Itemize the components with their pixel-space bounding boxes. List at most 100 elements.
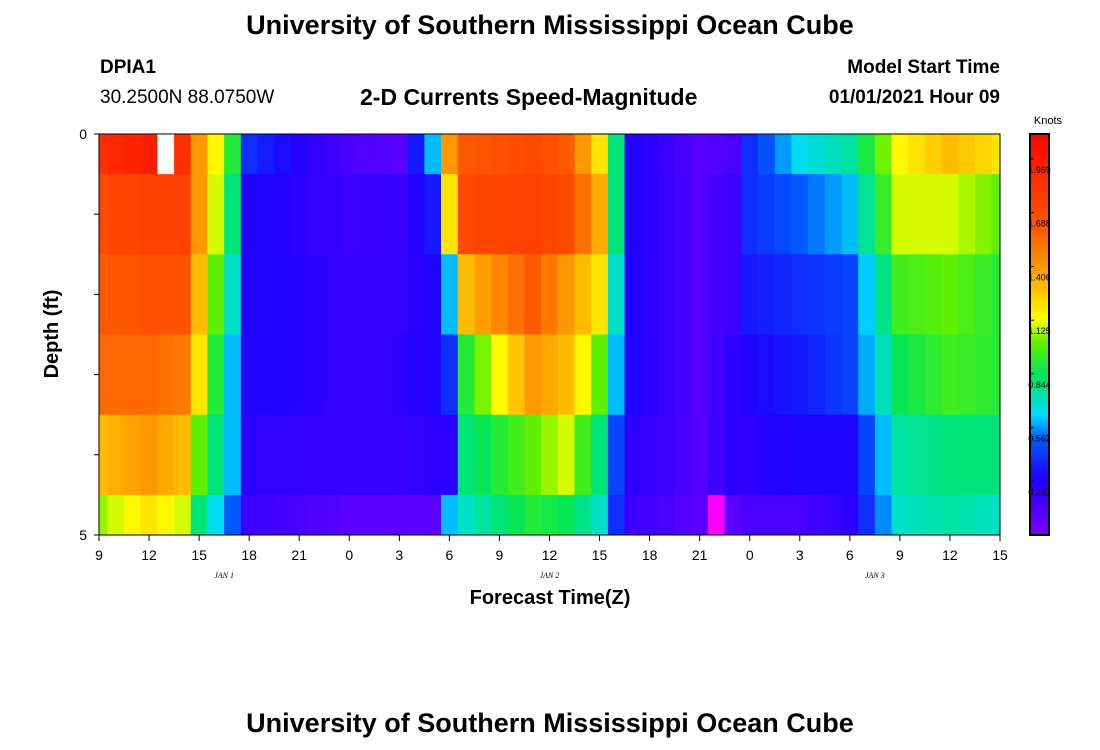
station-coordinates: 30.2500N 88.0750W — [100, 87, 275, 108]
heatmap-cell — [324, 414, 342, 496]
heatmap-cell — [557, 174, 575, 255]
heatmap-cell — [858, 134, 876, 175]
heatmap-cell — [290, 134, 308, 175]
heatmap-cell — [307, 174, 325, 255]
heatmap-cell — [641, 174, 659, 255]
heatmap-cell — [824, 334, 842, 416]
heatmap-cell — [624, 134, 642, 175]
heatmap-cell — [808, 414, 826, 496]
heatmap-cell — [99, 414, 108, 496]
heatmap-cell — [741, 254, 759, 335]
heatmap-cell — [407, 494, 425, 536]
heatmap-cell — [157, 254, 175, 335]
heatmap-cell — [891, 174, 909, 255]
heatmap-cell — [340, 414, 359, 496]
heatmap-cell — [841, 414, 859, 496]
x-tick-label: 6 — [445, 547, 453, 563]
heatmap-cell — [274, 134, 292, 175]
heatmap-cell — [791, 494, 809, 536]
heatmap-cell — [107, 334, 125, 416]
heatmap-cell — [591, 334, 609, 416]
heatmap-cell — [958, 414, 976, 496]
heatmap-cell — [791, 414, 809, 496]
heatmap-cell-masked — [157, 134, 175, 175]
heatmap-cell — [824, 254, 842, 335]
heatmap-cell — [708, 174, 726, 255]
heatmap-cell — [958, 134, 976, 175]
heatmap-cell — [591, 414, 609, 496]
heatmap-cell — [541, 334, 559, 416]
heatmap-cell — [841, 134, 859, 175]
heatmap-cell — [190, 134, 208, 175]
heatmap-cell — [357, 254, 375, 335]
x-tick-label: 0 — [345, 547, 353, 563]
heatmap-cell — [441, 414, 459, 496]
heatmap-cell — [674, 254, 692, 335]
heatmap-cell — [624, 414, 642, 496]
colorbar-tick-label: 1.406 — [1028, 273, 1051, 283]
heatmap-cell — [724, 254, 742, 335]
x-tick-label: 6 — [846, 547, 854, 563]
heatmap-cell — [324, 254, 342, 335]
heatmap-cell — [958, 254, 976, 335]
heatmap-cell — [474, 414, 492, 496]
heatmap-cell — [574, 414, 592, 496]
heatmap-cell — [674, 494, 692, 536]
heatmap-cell — [974, 494, 993, 536]
x-tick-label: 21 — [692, 547, 708, 563]
heatmap-cell — [274, 254, 292, 335]
heatmap-cell — [574, 334, 592, 416]
heatmap-cell — [340, 134, 359, 175]
heatmap-cell — [257, 134, 275, 175]
heatmap-cell — [224, 254, 242, 335]
heatmap-cell — [190, 494, 208, 536]
heatmap-cell — [924, 254, 943, 335]
heatmap-cell — [124, 254, 142, 335]
heatmap-cell — [724, 134, 742, 175]
heatmap-cell — [424, 494, 442, 536]
heatmap-cell — [958, 174, 976, 255]
heatmap-cell — [941, 334, 959, 416]
heatmap-cell — [390, 254, 409, 335]
heatmap-cell — [257, 494, 275, 536]
heatmap-cell — [99, 334, 108, 416]
heatmap-cell — [758, 494, 776, 536]
heatmap-cell — [941, 494, 959, 536]
heatmap-cell — [107, 414, 125, 496]
heatmap-cell — [641, 254, 659, 335]
heatmap-cell — [390, 134, 409, 175]
heatmap-cell — [641, 494, 659, 536]
heatmap-cell — [974, 174, 993, 255]
heatmap-cell — [808, 134, 826, 175]
heatmap-cell — [124, 414, 142, 496]
heatmap-cell — [991, 414, 1001, 496]
heatmap-cell — [140, 174, 158, 255]
plot-title: University of Southern Mississippi Ocean… — [246, 10, 854, 40]
heatmap-cell — [674, 174, 692, 255]
footer-title: University of Southern Mississippi Ocean… — [246, 708, 854, 738]
heatmap-cell — [140, 134, 158, 175]
heatmap-cell — [257, 334, 275, 416]
heatmap-cell — [524, 134, 542, 175]
heatmap-cell — [674, 414, 692, 496]
heatmap-cell — [974, 414, 993, 496]
heatmap-cell — [174, 414, 192, 496]
heatmap-cell — [708, 414, 726, 496]
x-tick-label: 18 — [241, 547, 257, 563]
heatmap-cell — [974, 254, 993, 335]
heatmap-cell — [307, 414, 325, 496]
heatmap-cell — [891, 134, 909, 175]
heatmap-cell — [457, 254, 475, 335]
heatmap-cell — [808, 174, 826, 255]
model-start-label: Model Start Time — [847, 57, 1000, 78]
heatmap-cell — [774, 334, 792, 416]
heatmap-cell — [207, 494, 225, 536]
heatmap-cell — [174, 134, 192, 175]
heatmap-cell — [407, 414, 425, 496]
heatmap-cell — [924, 494, 943, 536]
heatmap-cell — [390, 414, 409, 496]
x-tick-label: 15 — [992, 547, 1008, 563]
colorbar-tick-label: 0.281 — [1028, 487, 1051, 497]
heatmap-cell — [657, 494, 676, 536]
x-tick-label: 0 — [746, 547, 754, 563]
